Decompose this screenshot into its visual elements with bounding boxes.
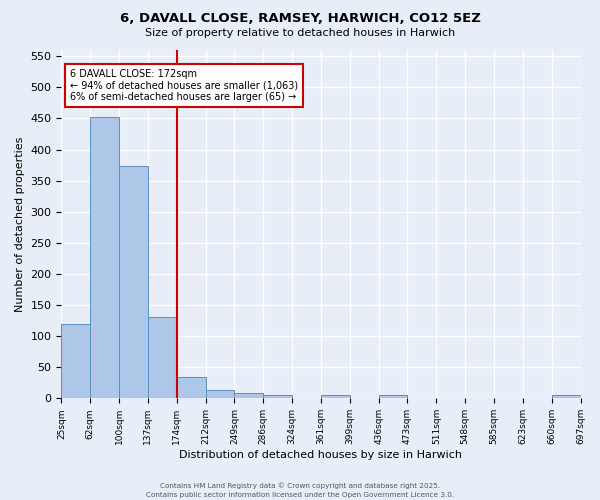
- Text: Size of property relative to detached houses in Harwich: Size of property relative to detached ho…: [145, 28, 455, 38]
- Bar: [61, 324, 90, 398]
- Y-axis label: Number of detached properties: Number of detached properties: [15, 136, 25, 312]
- Bar: [321, 395, 350, 398]
- Bar: [148, 318, 177, 398]
- Bar: [206, 390, 235, 398]
- Bar: [119, 166, 148, 398]
- Text: 6 DAVALL CLOSE: 172sqm
← 94% of detached houses are smaller (1,063)
6% of semi-d: 6 DAVALL CLOSE: 172sqm ← 94% of detached…: [70, 68, 298, 102]
- Text: Contains public sector information licensed under the Open Government Licence 3.: Contains public sector information licen…: [146, 492, 454, 498]
- Bar: [551, 395, 581, 398]
- Bar: [177, 376, 206, 398]
- X-axis label: Distribution of detached houses by size in Harwich: Distribution of detached houses by size …: [179, 450, 463, 460]
- Bar: [235, 394, 263, 398]
- Bar: [263, 395, 292, 398]
- Bar: [90, 116, 119, 398]
- Text: Contains HM Land Registry data © Crown copyright and database right 2025.: Contains HM Land Registry data © Crown c…: [160, 482, 440, 489]
- Text: 6, DAVALL CLOSE, RAMSEY, HARWICH, CO12 5EZ: 6, DAVALL CLOSE, RAMSEY, HARWICH, CO12 5…: [119, 12, 481, 26]
- Bar: [379, 395, 407, 398]
